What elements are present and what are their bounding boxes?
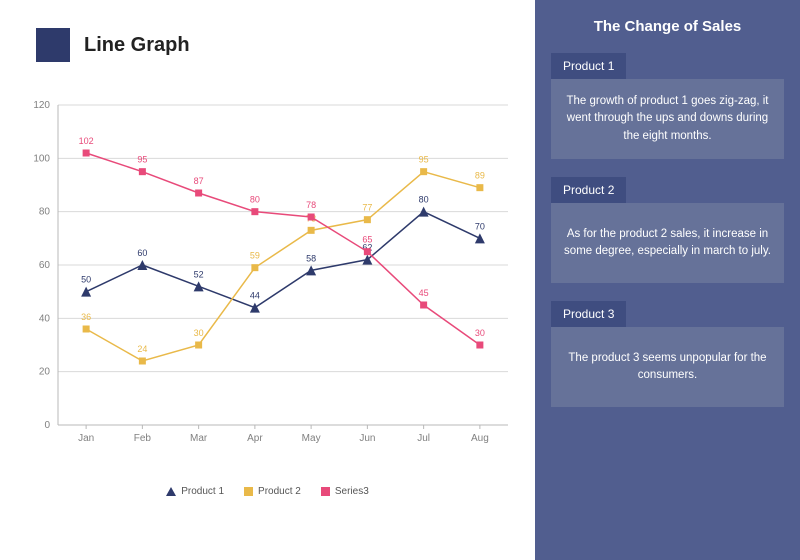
info-body: As for the product 2 sales, it increase … [551,203,784,283]
svg-text:30: 30 [475,328,485,338]
svg-text:36: 36 [81,312,91,322]
info-block-2: Product 3The product 3 seems unpopular f… [551,301,784,407]
svg-text:78: 78 [306,200,316,210]
title-row: Line Graph [0,0,535,62]
svg-text:May: May [302,433,321,444]
legend-item: Product 1 [166,486,224,497]
svg-text:Mar: Mar [190,433,208,444]
svg-text:52: 52 [194,269,204,279]
info-body: The growth of product 1 goes zig-zag, it… [551,79,784,159]
svg-text:45: 45 [419,288,429,298]
sidebar-title: The Change of Sales [551,18,784,35]
legend-item: Series3 [321,486,369,497]
svg-text:40: 40 [39,313,51,324]
svg-text:87: 87 [194,176,204,186]
page-title: Line Graph [84,34,190,57]
svg-text:Aug: Aug [471,433,489,444]
left-panel: Line Graph 0 20 40 60 80 100 120 Jan Feb Mar Apr Ma… [0,0,535,560]
svg-text:44: 44 [250,291,260,301]
svg-text:50: 50 [81,275,91,285]
right-panel: The Change of Sales Product 1The growth … [535,0,800,560]
info-block-0: Product 1The growth of product 1 goes zi… [551,53,784,159]
svg-text:102: 102 [79,136,94,146]
svg-text:Jul: Jul [417,433,430,444]
svg-text:100: 100 [33,153,50,164]
info-tag: Product 2 [551,177,626,203]
svg-text:Apr: Apr [247,433,263,444]
chart-legend: Product 1 Product 2 Series3 [10,486,525,497]
svg-text:80: 80 [250,195,260,205]
title-square-icon [36,28,70,62]
svg-text:60: 60 [39,260,51,271]
svg-text:58: 58 [306,253,316,263]
svg-text:80: 80 [39,207,51,218]
svg-text:Feb: Feb [134,433,152,444]
info-block-1: Product 2As for the product 2 sales, it … [551,177,784,283]
svg-text:77: 77 [362,203,372,213]
svg-text:120: 120 [33,100,50,111]
legend-item: Product 2 [244,486,301,497]
svg-text:Jun: Jun [359,433,375,444]
line-chart: 0 20 40 60 80 100 120 Jan Feb Mar Apr May Jun Jul Aug 5… [10,95,525,515]
svg-text:24: 24 [137,344,147,354]
svg-text:60: 60 [137,248,147,258]
svg-text:65: 65 [362,235,372,245]
svg-text:20: 20 [39,367,51,378]
svg-text:59: 59 [250,251,260,261]
svg-text:95: 95 [419,155,429,165]
svg-text:80: 80 [419,195,429,205]
svg-text:30: 30 [194,328,204,338]
svg-text:95: 95 [137,155,147,165]
info-body: The product 3 seems unpopular for the co… [551,327,784,407]
info-tag: Product 1 [551,53,626,79]
svg-text:89: 89 [475,171,485,181]
info-tag: Product 3 [551,301,626,327]
svg-text:0: 0 [44,420,50,431]
svg-text:Jan: Jan [78,433,94,444]
svg-text:70: 70 [475,221,485,231]
